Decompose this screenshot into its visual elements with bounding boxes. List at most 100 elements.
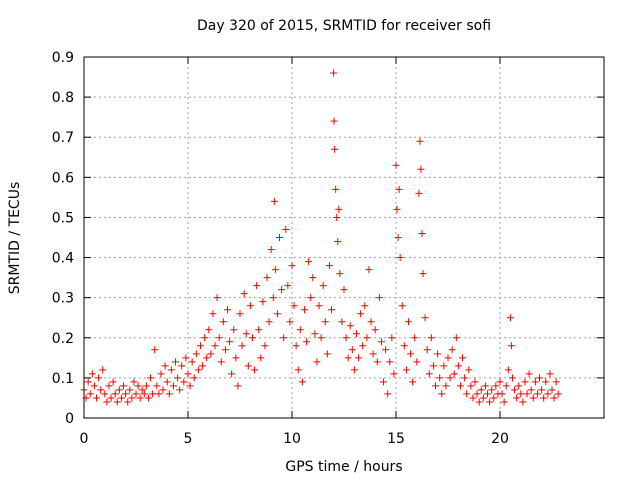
data-point bbox=[180, 378, 188, 386]
data-point bbox=[88, 370, 96, 378]
data-point bbox=[236, 310, 244, 318]
data-point bbox=[531, 378, 539, 386]
data-point bbox=[209, 310, 217, 318]
data-point bbox=[504, 366, 512, 374]
data-point bbox=[251, 366, 259, 374]
data-point bbox=[484, 390, 492, 398]
data-point bbox=[188, 358, 196, 366]
data-point bbox=[234, 382, 242, 390]
data-point bbox=[544, 390, 552, 398]
data-point bbox=[473, 390, 481, 398]
data-point bbox=[546, 370, 554, 378]
data-point bbox=[486, 398, 494, 406]
data-point bbox=[336, 270, 344, 278]
data-point bbox=[367, 318, 375, 326]
data-point bbox=[477, 386, 485, 394]
data-point bbox=[536, 374, 544, 382]
data-point bbox=[440, 362, 448, 370]
x-tick-label: 20 bbox=[491, 431, 509, 447]
data-point bbox=[190, 374, 198, 382]
data-point bbox=[448, 346, 456, 354]
data-point bbox=[463, 390, 471, 398]
data-point bbox=[338, 318, 346, 326]
data-point bbox=[490, 394, 498, 402]
data-point bbox=[467, 382, 475, 390]
data-point bbox=[392, 161, 400, 169]
data-point bbox=[407, 350, 415, 358]
data-point bbox=[506, 314, 514, 322]
data-point bbox=[265, 318, 273, 326]
data-point bbox=[90, 382, 98, 390]
data-point bbox=[521, 378, 529, 386]
data-point bbox=[554, 390, 562, 398]
data-point bbox=[261, 342, 269, 350]
data-point bbox=[411, 334, 419, 342]
data-point bbox=[192, 350, 200, 358]
data-point bbox=[232, 354, 240, 362]
data-point bbox=[300, 306, 308, 314]
data-point bbox=[359, 342, 367, 350]
data-point bbox=[333, 213, 341, 221]
data-point bbox=[101, 390, 109, 398]
data-point bbox=[238, 342, 246, 350]
data-point bbox=[508, 374, 516, 382]
y-tick-label: 0.4 bbox=[52, 251, 74, 267]
data-point bbox=[126, 386, 134, 394]
data-point bbox=[259, 298, 267, 306]
data-point bbox=[92, 394, 100, 402]
data-point bbox=[416, 137, 424, 145]
data-point bbox=[529, 394, 537, 402]
data-point bbox=[317, 334, 325, 342]
data-point bbox=[169, 382, 177, 390]
data-point bbox=[142, 382, 150, 390]
data-point bbox=[456, 382, 464, 390]
data-point bbox=[109, 378, 117, 386]
data-point bbox=[248, 334, 256, 342]
data-point bbox=[423, 346, 431, 354]
data-point bbox=[95, 374, 103, 382]
data-point bbox=[390, 370, 398, 378]
data-point bbox=[105, 382, 113, 390]
data-point bbox=[257, 354, 265, 362]
data-point bbox=[446, 374, 454, 382]
y-axis-ticks: 0 0.1 0.2 0.3 0.4 0.5 0.6 0.7 0.8 0.9 bbox=[52, 50, 604, 427]
data-point bbox=[276, 234, 284, 241]
data-point bbox=[469, 394, 477, 402]
data-point bbox=[97, 386, 105, 394]
data-point bbox=[288, 262, 296, 270]
data-point bbox=[99, 366, 107, 374]
data-point bbox=[323, 350, 331, 358]
data-point bbox=[215, 334, 223, 342]
data-point bbox=[421, 314, 429, 322]
data-point bbox=[332, 185, 340, 193]
data-point bbox=[286, 318, 294, 326]
data-point bbox=[203, 354, 211, 362]
data-point bbox=[418, 229, 426, 237]
data-series bbox=[80, 69, 562, 406]
data-point bbox=[130, 378, 138, 386]
data-point bbox=[500, 398, 508, 406]
data-point bbox=[228, 370, 236, 378]
data-point bbox=[305, 258, 313, 266]
data-point bbox=[434, 350, 442, 358]
y-axis-label: SRMTID / TECUs bbox=[7, 182, 23, 295]
data-point bbox=[548, 386, 556, 394]
data-point bbox=[153, 382, 161, 390]
x-tick-label: 15 bbox=[387, 431, 405, 447]
data-point bbox=[278, 286, 286, 294]
data-point bbox=[244, 362, 252, 370]
data-point bbox=[398, 302, 406, 310]
data-point bbox=[402, 366, 410, 374]
data-point bbox=[199, 362, 207, 370]
data-point bbox=[550, 394, 558, 402]
data-point bbox=[128, 394, 136, 402]
data-point bbox=[298, 378, 306, 386]
y-tick-label: 0.7 bbox=[52, 130, 74, 146]
data-point bbox=[371, 326, 379, 334]
data-point bbox=[465, 366, 473, 374]
data-point bbox=[263, 274, 271, 282]
data-point bbox=[226, 338, 234, 346]
data-point bbox=[138, 386, 146, 394]
data-point bbox=[461, 374, 469, 382]
